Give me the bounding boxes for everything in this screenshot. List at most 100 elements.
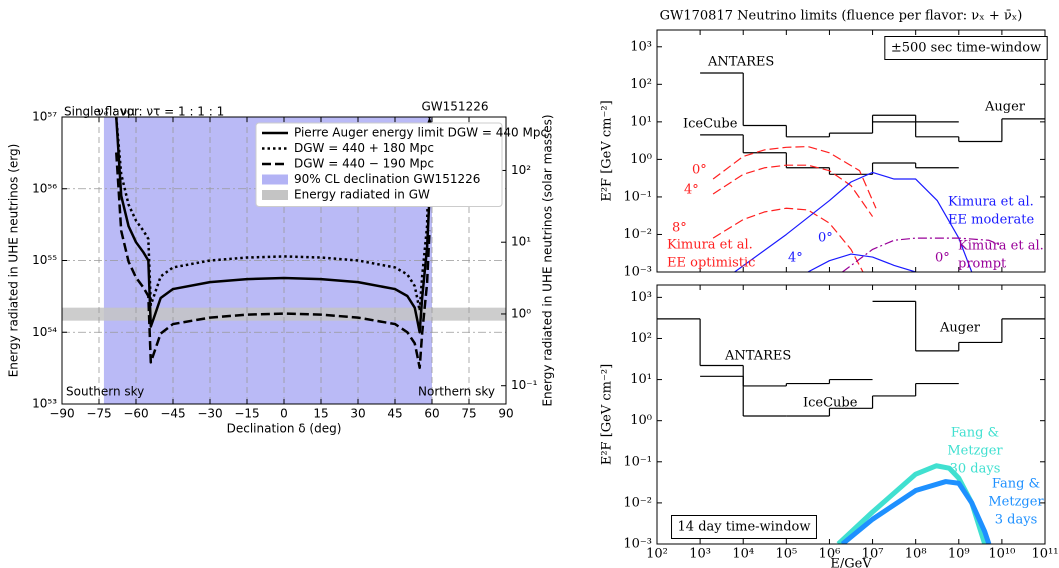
y-tick-label: 10⁻² <box>623 227 652 242</box>
annotation: 14 day time-window <box>678 520 811 535</box>
x-tick-label: −90 <box>49 407 74 421</box>
y-tick-label: 10⁻³ <box>623 265 652 280</box>
x-tick-label: −30 <box>197 407 222 421</box>
y-tick-label: 10² <box>630 331 652 346</box>
y-tick-label: 10⁵⁴ <box>32 325 57 339</box>
x-tick-label: 10¹⁰ <box>988 547 1015 562</box>
legend-label: Energy radiated in GW <box>294 188 430 202</box>
annotation: Fang & <box>951 426 999 441</box>
legend-label: 90% CL declination GW151226 <box>294 172 480 186</box>
frame <box>656 284 1046 545</box>
annotation: Southern sky <box>66 385 144 399</box>
y-tick-label: 10⁵⁷ <box>32 110 57 124</box>
legend-label: Pierre Auger energy limit DGW = 440 Mpc <box>294 126 547 140</box>
panel: 10² 10³ 10⁴ 10⁵ 10⁶ 10⁷ 10⁸ 10⁹ 10¹⁰ 10¹¹ 10⁻³ 10⁻²… <box>600 284 1059 568</box>
legend-label: DGW = 440 + 180 Mpc <box>294 141 434 155</box>
series-label: Auger <box>939 321 981 336</box>
series-label: 4° <box>684 183 699 198</box>
chart-title: GW170817 Neutrino limits (fluence per fl… <box>660 9 1023 24</box>
x-tick-label: 10⁶ <box>819 547 841 562</box>
x-tick-label: 75 <box>461 407 476 421</box>
x-tick-label: −75 <box>86 407 111 421</box>
x-tick-label: 10¹¹ <box>1032 547 1059 562</box>
y-tick-label: 10⁰ <box>630 152 652 167</box>
x-tick-label: 10⁹ <box>948 547 970 562</box>
line <box>842 237 1003 272</box>
y-tick-label: 10⁵³ <box>32 397 57 411</box>
y-tick-label: 10¹ <box>630 372 652 387</box>
series-label: ANTARES <box>724 349 791 364</box>
x-tick-label: 10² <box>646 547 668 562</box>
annotation: Metzger <box>988 495 1044 510</box>
legend: Pierre Auger energy limit DGW = 440 MpcD… <box>255 122 547 207</box>
y-tick-label: 10⁻¹ <box>623 454 652 469</box>
line <box>734 171 973 272</box>
frame <box>656 29 1046 273</box>
plot-area <box>657 300 1045 544</box>
annotation: Metzger <box>947 444 1003 459</box>
line <box>712 207 864 272</box>
series-label: Auger <box>984 100 1026 115</box>
y-tick-label: 10⁰ <box>630 413 652 428</box>
line <box>115 117 431 312</box>
series-label: 8° <box>672 221 687 236</box>
x-tick-label: 10⁸ <box>905 547 927 562</box>
frame <box>61 116 507 405</box>
annotation: Kimura et al. <box>958 239 1044 254</box>
x-tick-label: 10³ <box>689 547 711 562</box>
x-tick-label: 10⁷ <box>862 547 884 562</box>
x-tick-label: 30 <box>350 407 365 421</box>
x-axis-label: Declination δ (deg) <box>227 422 342 436</box>
legend-swatch <box>262 174 288 185</box>
y2-tick-label: 10² <box>511 163 531 177</box>
annotation: ±500 sec time-window <box>891 41 1041 56</box>
x-tick-label: −45 <box>160 407 185 421</box>
y-tick-label: 10⁻² <box>623 495 652 510</box>
y-tick-label: 10⁻³ <box>623 537 652 552</box>
annotation: Single flavor <box>64 105 139 119</box>
y-tick-label: 10¹ <box>630 114 652 129</box>
series-label: IceCube <box>683 117 738 132</box>
y-axis-label: E²F [GeV cm⁻²] <box>600 364 615 465</box>
line <box>712 145 877 209</box>
annotation: Kimura et al. <box>948 195 1034 210</box>
series-label: 0° <box>692 163 707 178</box>
series-label: 4° <box>788 251 803 266</box>
line <box>115 152 431 370</box>
annotation-box <box>884 36 1048 60</box>
y2-tick-label: 10⁻¹ <box>511 378 538 392</box>
annotation: 3 days <box>995 513 1038 528</box>
legend-swatch <box>262 190 288 200</box>
y-axis-label: E²F [GeV cm⁻²] <box>600 100 615 201</box>
y-tick-label: 10⁵⁵ <box>32 253 57 267</box>
series-label: IceCube <box>803 396 858 411</box>
x-tick-label: 10⁴ <box>732 547 754 562</box>
x-tick-label: −60 <box>123 407 148 421</box>
x-tick-label: 15 <box>313 407 328 421</box>
annotation: νₑ : νμ : ντ = 1 : 1 : 1 <box>97 105 224 119</box>
x-tick-label: 0 <box>280 407 288 421</box>
annotation: 30 days <box>950 462 1001 477</box>
series-label: 0° <box>935 251 950 266</box>
legend-box <box>255 122 503 207</box>
legend-label: DGW = 440 − 190 Mpc <box>294 157 434 171</box>
y-tick-label: 10⁵⁶ <box>32 181 57 195</box>
annotation: prompt <box>958 257 1007 272</box>
x-tick-label: 10⁵ <box>775 547 797 562</box>
annotation-box <box>671 515 817 539</box>
x-tick-label: 90 <box>498 407 513 421</box>
line <box>115 117 431 334</box>
line <box>807 253 916 272</box>
plot-area <box>700 72 1045 272</box>
panel: −90 −75 −60 −45 −30 −15 0 15 30 45 60 75 90 10⁵³ 10⁵⁴ 1… <box>7 100 555 436</box>
y2-tick-label: 10⁰ <box>511 306 531 320</box>
y-axis-label: Energy radiated in UHE neutrinos (erg) <box>7 144 21 378</box>
y2-tick-label: 10¹ <box>511 235 531 249</box>
line <box>840 479 992 544</box>
annotation: Kimura et al. <box>667 238 753 253</box>
y-tick-label: 10³ <box>630 39 652 54</box>
series-label: 0° <box>818 231 833 246</box>
y2-axis-label: Energy radiated in UHE neutrinos (solar … <box>541 114 555 406</box>
panel: 10⁻³ 10⁻² 10⁻¹ 10⁰ 10¹ 10² 10³ ANTARES IceCube Au… <box>600 9 1048 280</box>
